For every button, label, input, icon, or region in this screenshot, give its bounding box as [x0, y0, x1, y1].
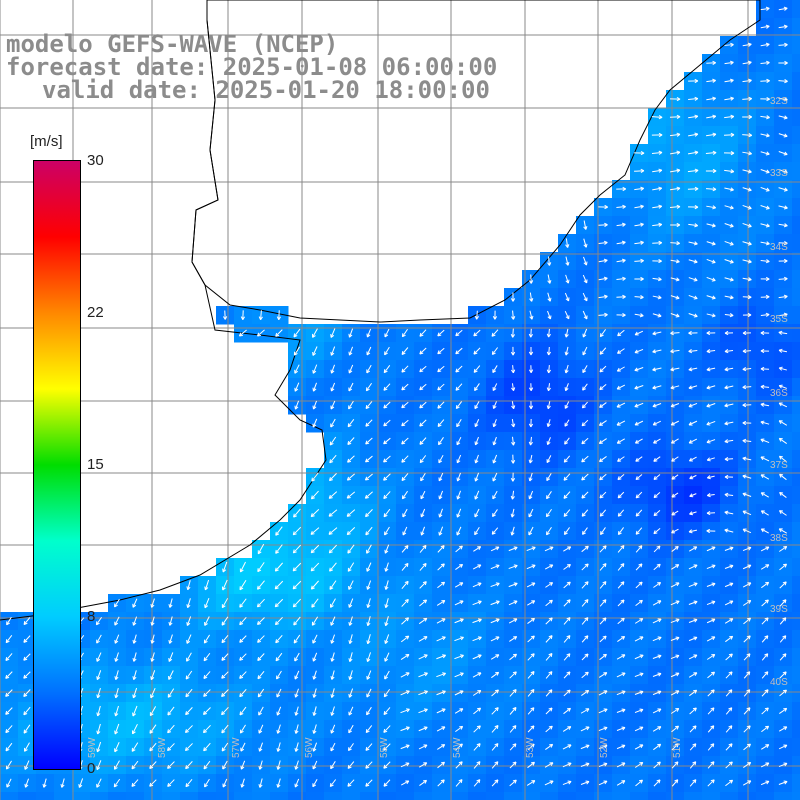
wind-arrows	[5, 6, 788, 788]
colorbar-units: [m/s]	[30, 133, 63, 150]
model-title: modelo GEFS-WAVE (NCEP)	[6, 30, 339, 58]
lat-label: 33S	[770, 168, 788, 179]
lon-label: 55W	[379, 737, 390, 758]
colorbar-tick-label: 15	[87, 456, 104, 473]
lon-label: 56W	[304, 737, 315, 758]
lat-label: 40S	[770, 677, 788, 688]
lat-label: 38S	[770, 533, 788, 544]
lon-label: 52W	[599, 737, 610, 758]
colorbar-tick-label: 8	[87, 608, 96, 625]
grid-labels: 32S 33S 34S 35S 36S 37S 38S 39S 40S 59W 58W 57W 56W 5…	[87, 96, 788, 758]
colorbar-tick-label: 0	[87, 760, 96, 777]
lon-label: 58W	[157, 737, 168, 758]
lat-label: 36S	[770, 388, 788, 399]
lat-label: 32S	[770, 96, 788, 107]
river-border	[191, 19, 219, 286]
lon-label: 54W	[452, 737, 463, 758]
colorbar-tick-label: 30	[87, 152, 104, 169]
coastline-west	[0, 284, 327, 621]
lat-label: 35S	[770, 314, 788, 325]
lat-label: 34S	[770, 242, 788, 253]
lat-label: 39S	[770, 604, 788, 615]
colorbar	[33, 160, 81, 770]
lon-label: 53W	[525, 737, 536, 758]
lon-label: 57W	[231, 737, 242, 758]
valid-date: valid date: 2025-01-20 18:00:00	[42, 76, 490, 104]
lat-label: 37S	[770, 460, 788, 471]
forecast-date: forecast date: 2025-01-08 06:00:00	[6, 53, 498, 81]
lon-label: 59W	[87, 737, 98, 758]
colorbar-tick-label: 22	[87, 304, 104, 321]
lon-label: 51W	[672, 737, 683, 758]
